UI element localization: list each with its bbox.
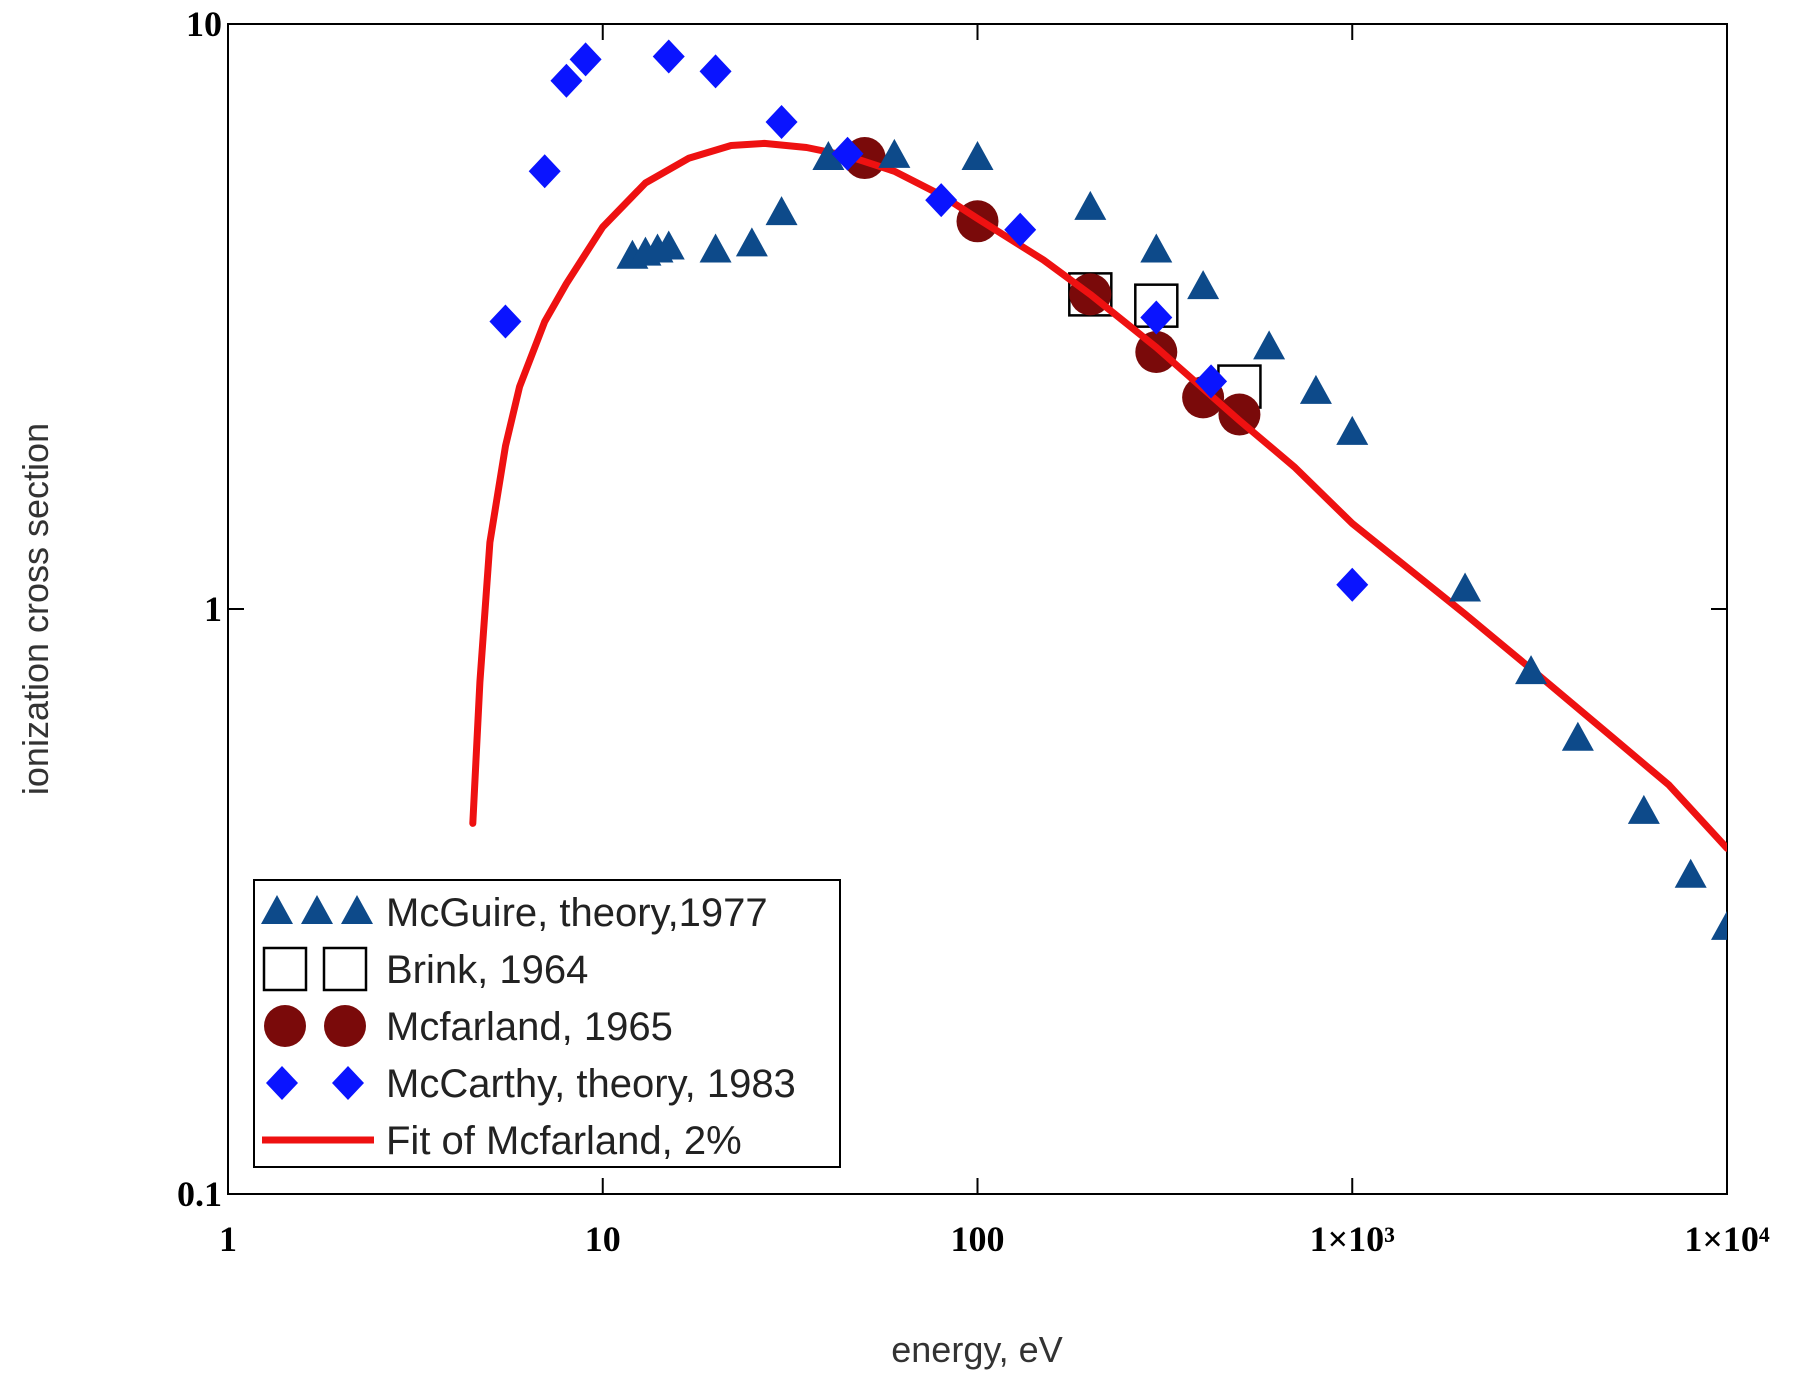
triangle-point <box>1515 655 1548 685</box>
legend-item: Fit of Mcfarland, 2% <box>262 1119 742 1163</box>
diamond-point <box>925 183 958 218</box>
triangle-point <box>1336 415 1369 445</box>
triangle-point <box>961 141 994 171</box>
triangle-point <box>1449 572 1482 602</box>
triangle-point <box>1711 910 1727 940</box>
legend-item: Mcfarland, 1965 <box>264 1005 673 1049</box>
legend-label: Mcfarland, 1965 <box>386 1005 673 1049</box>
triangle-point <box>878 138 911 168</box>
triangle-point <box>1561 721 1594 751</box>
legend-item: McGuire, theory,1977 <box>261 891 768 935</box>
axis-tick-labels: 1 10 100 1×10³ 1×10⁴ 0.1 1 10 <box>177 4 1770 1259</box>
x-tick-label: 100 <box>951 1219 1005 1259</box>
triangle-point <box>1074 190 1107 220</box>
diamond-point <box>699 54 732 89</box>
legend-swatch <box>301 895 333 924</box>
x-tick-label: 1×10⁴ <box>1684 1219 1770 1259</box>
x-tick-label: 1 <box>219 1219 237 1259</box>
triangle-point <box>812 141 845 171</box>
legend-label: McCarthy, theory, 1983 <box>386 1062 796 1106</box>
legend-swatch <box>261 895 293 924</box>
series-triangle <box>616 138 1727 940</box>
triangle-point <box>1299 374 1332 404</box>
diamond-point <box>1140 300 1173 335</box>
diamond-point <box>1004 212 1037 247</box>
y-tick-label: 1 <box>204 589 222 629</box>
diamond-point <box>528 154 561 189</box>
triangle-point <box>735 227 768 257</box>
diamond-point <box>652 39 685 74</box>
x-tick-label: 10 <box>585 1219 621 1259</box>
diamond-point <box>831 136 864 171</box>
legend-label: Fit of Mcfarland, 2% <box>386 1119 742 1163</box>
legend-swatch <box>341 895 373 924</box>
legend-swatch <box>266 1066 298 1100</box>
triangle-point <box>652 230 685 260</box>
series-layer <box>469 39 1727 940</box>
y-axis-label: ionization cross section <box>15 423 56 795</box>
diamond-point <box>1336 567 1369 602</box>
triangle-point <box>699 233 732 263</box>
legend: McGuire, theory,1977 Brink, 1964 Mcfarland… <box>253 879 841 1168</box>
x-axis-label: energy, eV <box>891 1329 1062 1370</box>
legend-item: McCarthy, theory, 1983 <box>266 1062 796 1106</box>
fit-line <box>469 139 1727 852</box>
triangle-point <box>765 196 798 226</box>
legend-swatch <box>322 946 368 992</box>
legend-label: Brink, 1964 <box>386 948 588 992</box>
triangle-point <box>1253 330 1286 360</box>
diamond-point <box>489 304 522 339</box>
diamond-point <box>569 42 602 77</box>
y-tick-label: 10 <box>186 4 222 44</box>
triangle-point <box>1674 858 1707 888</box>
axis-ticks <box>228 24 1727 1194</box>
legend-label: McGuire, theory,1977 <box>386 891 768 935</box>
diamond-point <box>550 63 583 98</box>
series-diamond <box>489 39 1369 602</box>
legend-swatch <box>264 1005 306 1047</box>
legend-swatch <box>332 1066 364 1100</box>
series-line <box>469 139 1727 852</box>
x-tick-label: 1×10³ <box>1310 1219 1396 1259</box>
diamond-point <box>765 104 798 139</box>
diamond-point <box>1195 364 1228 399</box>
triangle-point <box>1187 270 1220 300</box>
legend-swatch <box>324 1005 366 1047</box>
triangle-point <box>1140 233 1173 263</box>
legend-item: Brink, 1964 <box>262 946 588 992</box>
y-tick-label: 0.1 <box>177 1174 222 1214</box>
triangle-point <box>1627 794 1660 824</box>
legend-swatch <box>262 946 308 992</box>
